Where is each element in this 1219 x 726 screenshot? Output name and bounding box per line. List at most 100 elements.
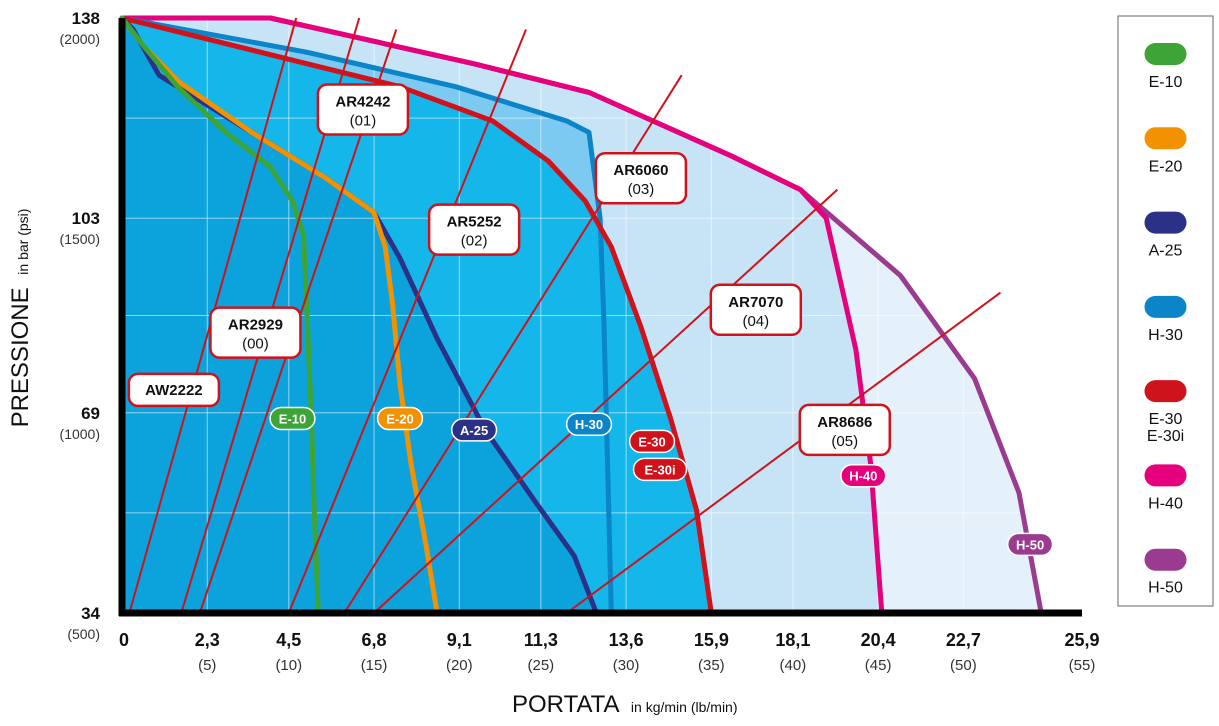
load-label-box [127, 372, 221, 408]
x-tick-label-9-1: 9,1 [447, 630, 472, 650]
x-tick-sublabel-9-1: (20) [446, 657, 473, 674]
legend-label: H-40 [1148, 495, 1183, 512]
curve-e-10 [119, 15, 321, 616]
x-axis-title-main: PORTATA [512, 691, 620, 718]
x-tick-label-0: 0 [119, 630, 129, 650]
legend-item-h-30: H-30 [1144, 295, 1187, 344]
y-tick-label-69: 69 [81, 404, 100, 423]
load-label-ar6060: AR6060 (03) [594, 151, 688, 205]
y-tick-sublabel-69: (1000) [60, 426, 100, 442]
load-label-ar4242: AR4242 (01) [316, 83, 410, 136]
curve-a-25 [119, 15, 599, 616]
x-tick-sublabel-15-9: (35) [698, 657, 725, 674]
legend-label: A-25 [1149, 243, 1183, 260]
curve-tag-text: E-30 [638, 434, 665, 449]
curve-tag-pill [1006, 532, 1054, 557]
legend: E-10 E-20 A-25 H-30 E-30E-30i H-40 H-50 [1117, 15, 1214, 607]
load-label-layer: AW2222 AR2929 (00) AR4242 (01) AR5252 (02) AR60… [127, 83, 892, 457]
load-label-box [209, 306, 302, 359]
curve-e-20 [119, 15, 440, 616]
legend-swatch [1144, 43, 1187, 65]
curve-tag-text: E-10 [279, 411, 306, 426]
curve-tag-h-40: H-40 [840, 463, 887, 488]
x-tick-label-18-1: 18,1 [775, 630, 810, 650]
curve-tag-e-30: E-30 [628, 429, 676, 454]
legend-label: E-10 [1149, 74, 1183, 91]
legend-label: E-20 [1149, 158, 1183, 175]
load-label-ar8686: AR8686 (05) [798, 403, 892, 457]
load-label-title: AR5252 [447, 214, 502, 231]
curve-tag-pill [269, 406, 316, 431]
load-label-title: AW2222 [145, 382, 203, 399]
curve-tag-e-10: E-10 [269, 406, 316, 431]
x-tick-sublabel-18-1: (40) [780, 657, 807, 674]
legend-swatch [1144, 464, 1187, 487]
load-label-title: AR4242 [335, 94, 390, 111]
curve-tag-e-20: E-20 [376, 406, 424, 431]
x-tick-sublabel-20-4: (45) [865, 657, 892, 674]
load-line-ar8686 [566, 291, 1002, 614]
curve-tag-pill [628, 429, 676, 454]
legend-swatch [1144, 211, 1187, 234]
load-label-sub: (00) [242, 336, 269, 353]
load-label-ar2929: AR2929 (00) [209, 306, 302, 359]
x-axis-title: PORTATA in kg/min (lb/min) [512, 691, 738, 718]
curve-tag-h-30: H-30 [565, 412, 613, 436]
load-line-ar5252 [287, 29, 527, 614]
load-label-box [316, 83, 410, 136]
x-tick-label-22-7: 22,7 [946, 630, 981, 650]
x-tick-sublabel-4-5: (10) [275, 657, 302, 674]
legend-swatch [1144, 127, 1187, 150]
y-tick-label-103: 103 [72, 209, 100, 228]
x-tick-label-20-4: 20,4 [861, 630, 896, 650]
load-label-aw2222: AW2222 [127, 372, 221, 408]
legend-item-h-40: H-40 [1144, 464, 1187, 512]
curve-tag-pill [376, 406, 424, 431]
y-tick-sublabel-34: (500) [67, 626, 100, 642]
x-tick-sublabel-13-6: (30) [613, 657, 640, 674]
x-tick-sublabel-22-7: (50) [950, 657, 977, 674]
axis-titles: PORTATA in kg/min (lb/min) PRESSIONE in … [7, 209, 738, 718]
x-axis-title-unit: in kg/min (lb/min) [631, 699, 738, 715]
curve-tag-text: H-50 [1016, 537, 1044, 552]
curve-tag-a-25: A-25 [450, 418, 498, 442]
load-label-box [594, 151, 688, 205]
curve-tag-text: E-30i [644, 462, 675, 477]
load-label-sub: (05) [831, 433, 858, 450]
load-label-sub: (04) [742, 313, 769, 330]
legend-item-a-25: A-25 [1144, 211, 1187, 260]
load-label-title: AR7070 [728, 294, 783, 311]
load-label-box [798, 403, 892, 457]
load-line-ar7070 [373, 188, 839, 614]
y-tick-label-34: 34 [81, 604, 100, 623]
y-axis-title-main: PRESSIONE [7, 287, 34, 427]
legend-item-e-30: E-30E-30i [1144, 380, 1187, 445]
curve-e-30 [119, 15, 714, 616]
y-tick-label-138: 138 [72, 9, 100, 28]
legend-item-h-50: H-50 [1144, 548, 1187, 597]
curve-tag-layer: H-50 H-40 H-30 E-30 E-30i A-25 E-20 E-10 [269, 406, 1054, 557]
legend-label: H-50 [1148, 580, 1183, 597]
load-label-box [427, 203, 521, 256]
curve-tag-text: H-40 [849, 469, 877, 484]
load-label-sub: (01) [350, 113, 377, 130]
legend-label: H-30 [1148, 327, 1183, 344]
load-label-ar5252: AR5252 (02) [427, 203, 521, 256]
y-tick-sublabel-103: (1500) [60, 231, 100, 247]
load-label-ar7070: AR7070 (04) [709, 283, 803, 337]
load-label-title: AR6060 [613, 162, 668, 179]
curve-tag-pill [632, 457, 688, 482]
x-tick-sublabel-25-9: (55) [1069, 657, 1096, 674]
y-tick-sublabel-138: (2000) [60, 31, 100, 47]
x-tick-label-4-5: 4,5 [276, 630, 301, 650]
x-tick-sublabel-6-8: (15) [361, 657, 388, 674]
curve-tag-text: E-20 [386, 411, 413, 426]
legend-swatch [1144, 380, 1187, 403]
x-tick-sublabel-2-3: (5) [198, 657, 216, 674]
curve-tag-h-50: H-50 [1006, 532, 1054, 557]
x-tick-label-2-3: 2,3 [195, 630, 220, 650]
load-label-sub: (02) [461, 233, 488, 250]
x-tick-label-15-9: 15,9 [694, 630, 729, 650]
y-axis-title-unit: in bar (psi) [15, 209, 31, 275]
legend-item-e-20: E-20 [1144, 127, 1187, 175]
